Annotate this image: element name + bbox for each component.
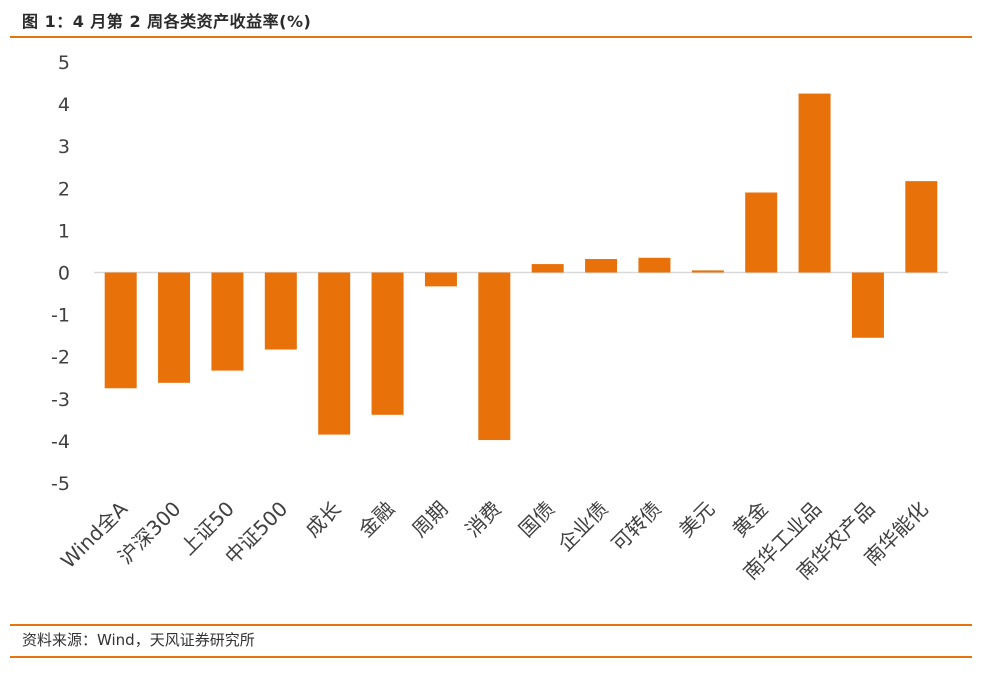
y-tick-label: -4	[51, 431, 70, 453]
bar-14	[851, 272, 884, 338]
bar-11	[691, 270, 724, 273]
category-label: 金融	[354, 497, 399, 542]
y-tick-label: -3	[51, 389, 70, 411]
bar-5	[371, 272, 404, 415]
y-tick-label: -5	[51, 473, 70, 495]
bar-1	[158, 272, 191, 383]
y-tick-label: 0	[58, 263, 70, 285]
category-label: 国债	[514, 497, 559, 542]
category-label: 成长	[300, 497, 345, 542]
y-tick-label: 4	[58, 94, 70, 116]
bars	[104, 93, 938, 441]
category-label: 消费	[461, 497, 506, 542]
bar-6	[424, 272, 457, 287]
source-note: 资料来源：Wind，天风证券研究所	[22, 631, 255, 649]
title-row: 图 1：4 月第 2 周各类资产收益率(%)	[22, 6, 311, 34]
bar-0	[104, 272, 137, 389]
y-tick-label: 3	[58, 136, 70, 158]
bar-10	[638, 257, 671, 273]
chart-title: 图 1：4 月第 2 周各类资产收益率(%)	[22, 12, 312, 31]
source-rule-top	[10, 624, 972, 626]
category-label: Wind全A	[56, 496, 133, 573]
category-label: 黄金	[727, 497, 772, 542]
category-label: 美元	[674, 497, 719, 542]
y-tick-label: 5	[58, 52, 70, 74]
top-rule	[10, 36, 972, 38]
bar-9	[585, 259, 618, 273]
category-label: 企业债	[553, 497, 612, 556]
bar-12	[745, 192, 778, 273]
y-tick-label: 2	[58, 178, 70, 200]
bar-4	[318, 272, 351, 435]
category-label: 周期	[407, 497, 452, 542]
bar-7	[478, 272, 511, 441]
y-tick-label: -2	[51, 347, 70, 369]
bar-15	[905, 181, 938, 273]
bar-13	[798, 93, 831, 273]
bar-2	[211, 272, 244, 371]
bar-8	[531, 264, 564, 273]
y-tick-label: 1	[58, 220, 70, 242]
y-tick-label: -1	[51, 305, 70, 327]
source-rule-bottom	[10, 656, 972, 658]
y-axis-ticks: 5 4 3 2 1 0 -1 -2 -3 -4 -5	[51, 52, 70, 495]
bar-3	[264, 272, 297, 350]
category-label: 可转债	[607, 497, 666, 556]
bar-chart: 5 4 3 2 1 0 -1 -2 -3 -4 -5 Wind全A沪深300上证50中证500 成长金…	[51, 52, 948, 584]
